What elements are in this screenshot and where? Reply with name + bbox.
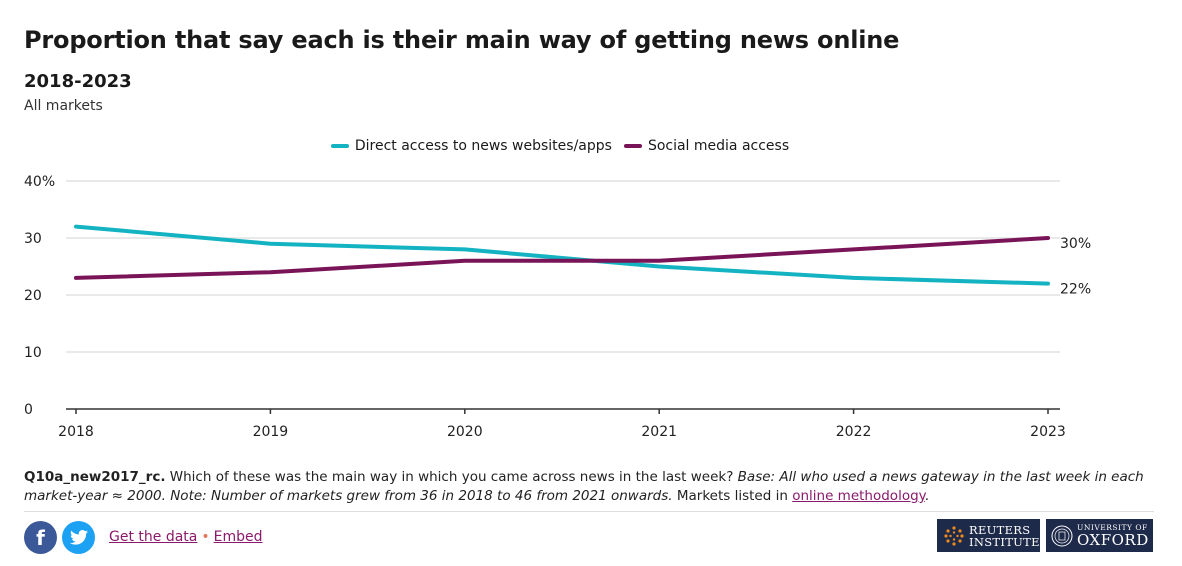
legend-label-direct: Direct access to news websites/apps xyxy=(354,138,612,154)
y-tick-label-30: 30 xyxy=(24,231,42,247)
x-tick-label-2020: 2020 xyxy=(447,424,483,440)
chart-footnote: Q10a_new2017_rc. Which of these was the … xyxy=(24,468,1164,506)
reuters-dots-icon xyxy=(944,525,964,546)
twitter-icon xyxy=(69,530,88,545)
series-line-0 xyxy=(74,224,1050,286)
y-tick-label-20: 20 xyxy=(24,288,42,304)
methodology-link[interactable]: online methodology xyxy=(792,488,925,504)
markets-text: Markets listed in xyxy=(672,488,793,504)
chart-subtitle: 2018-2023 xyxy=(24,71,132,92)
facebook-share-button[interactable]: f xyxy=(24,521,57,554)
footer-divider xyxy=(24,511,1154,512)
series-line-1 xyxy=(74,236,1050,280)
reuters-institute-logo[interactable]: REUTERS INSTITUTE xyxy=(937,519,1040,552)
end-label-series-1: 30% xyxy=(1060,236,1091,252)
university-of-oxford-logo[interactable]: UNIVERSITY OF OXFORD xyxy=(1046,519,1153,552)
legend-item-social[interactable]: Social media access xyxy=(623,138,790,154)
chart-title: Proportion that say each is their main w… xyxy=(24,26,900,54)
end-label-series-0: 22% xyxy=(1060,282,1091,298)
get-data-link[interactable]: Get the data xyxy=(109,529,198,545)
reuters-logo-line1: REUTERS xyxy=(969,522,1031,537)
legend-item-direct[interactable]: Direct access to news websites/apps xyxy=(330,138,612,154)
line-chart: 0 10 20 30 40% 2018 2019 2020 2021 2022 2023 22% 30% xyxy=(24,174,1091,440)
reuters-logo-line2: INSTITUTE xyxy=(969,534,1040,549)
y-tick-label-40: 40% xyxy=(24,174,55,190)
x-tick-label-2021: 2021 xyxy=(641,424,677,440)
oxford-logo-line2: OXFORD xyxy=(1077,531,1149,549)
question-text: Which of these was the main way in which… xyxy=(165,469,738,485)
legend-swatch-social xyxy=(623,144,642,148)
x-tick-label-2018: 2018 xyxy=(58,424,94,440)
x-tick-label-2022: 2022 xyxy=(836,424,872,440)
chart-legend: Direct access to news websites/apps Soci… xyxy=(0,138,1120,154)
facebook-icon: f xyxy=(36,525,45,550)
oxford-logo-line1: UNIVERSITY OF xyxy=(1077,523,1148,532)
legend-swatch-direct xyxy=(330,144,349,148)
y-tick-label-0: 0 xyxy=(24,402,33,418)
oxford-crest-icon xyxy=(1051,525,1073,546)
question-code: Q10a_new2017_rc. xyxy=(24,469,166,485)
x-tick-label-2019: 2019 xyxy=(253,424,289,440)
footnote-period: . xyxy=(924,488,930,504)
x-tick-label-2023: 2023 xyxy=(1030,424,1066,440)
y-tick-label-10: 10 xyxy=(24,345,42,361)
embed-link[interactable]: Embed xyxy=(213,529,263,545)
twitter-share-button[interactable] xyxy=(62,521,95,554)
footer-links: Get the data • Embed xyxy=(109,529,263,545)
chart-description: All markets xyxy=(24,98,103,114)
legend-label-social: Social media access xyxy=(647,138,790,154)
base-note: Base: All who used a news gateway in the… xyxy=(24,469,1144,504)
link-separator: • xyxy=(201,529,210,545)
